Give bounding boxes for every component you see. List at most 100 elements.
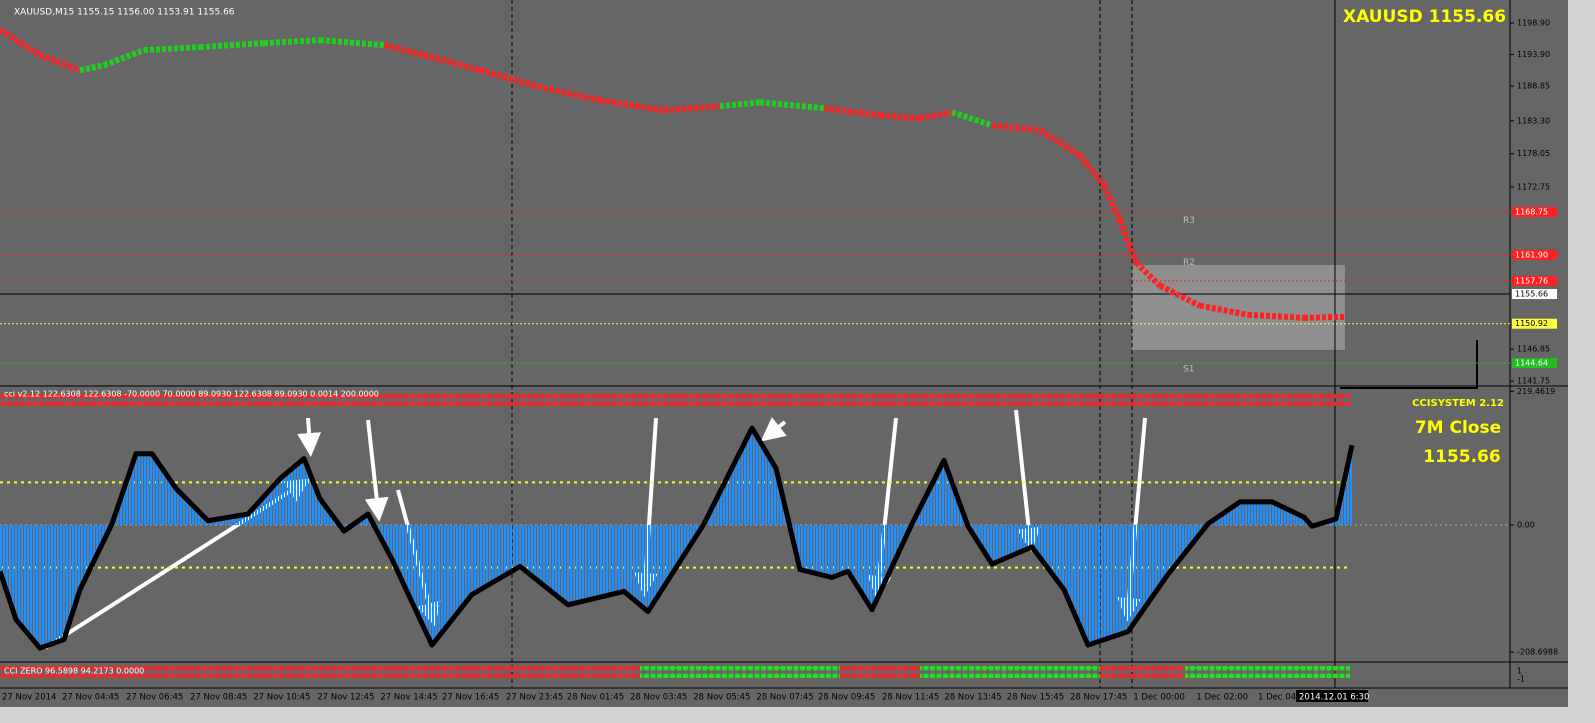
time-label: 27 Nov 06:45 bbox=[126, 693, 183, 703]
price-tick-label: 1183.30 bbox=[1517, 116, 1550, 125]
ma-segment bbox=[0, 27, 42, 58]
margin bbox=[1568, 0, 1595, 719]
ma-segment bbox=[1101, 184, 1123, 222]
zero-dots bbox=[640, 666, 840, 678]
time-label: 1 Dec 04: bbox=[1258, 693, 1299, 703]
time-label: 27 Nov 23:45 bbox=[506, 693, 563, 703]
price-tag bbox=[1512, 206, 1557, 217]
price-tick-label: 1193.90 bbox=[1517, 50, 1550, 59]
ma-segment bbox=[1247, 311, 1305, 321]
price-tag-label: 1161.90 bbox=[1515, 250, 1548, 259]
zero-tick-label: -1 bbox=[1517, 675, 1525, 684]
current-time: 2014.12.01 6:30 bbox=[1299, 693, 1369, 703]
price-tag-label: 1150.92 bbox=[1515, 319, 1548, 328]
price-tag-label: 1155.66 bbox=[1515, 290, 1548, 299]
zero-tick-label: 1 bbox=[1517, 667, 1522, 676]
ma-segment bbox=[1133, 260, 1163, 288]
price-tick-label: 1178.05 bbox=[1517, 149, 1550, 158]
price-tick-label: 1188.85 bbox=[1517, 82, 1550, 91]
frames bbox=[0, 0, 1568, 689]
price-tick-label: 1146.85 bbox=[1517, 345, 1550, 354]
cci-tick-label: 0.00 bbox=[1517, 521, 1535, 530]
price-tick-label: 1141.75 bbox=[1517, 377, 1550, 386]
time-label: 27 Nov 08:45 bbox=[190, 693, 247, 703]
ma-segment bbox=[38, 52, 82, 73]
cci-info: CCISYSTEM 2.12 bbox=[1412, 398, 1504, 409]
pivot-label: R3 bbox=[1183, 216, 1195, 226]
ma-segment bbox=[1038, 127, 1082, 158]
time-label: 27 Nov 14:45 bbox=[380, 693, 437, 703]
zero-dots bbox=[0, 666, 640, 678]
ma-segment bbox=[319, 37, 385, 49]
cci-zero-title: CCI ZERO 96.5898 94.2173 0.0000 bbox=[4, 667, 144, 676]
price-tag-label: 1157.76 bbox=[1515, 276, 1548, 285]
ma-segment bbox=[143, 44, 201, 54]
zero-dots bbox=[1100, 666, 1185, 678]
time-label: 27 Nov 16:45 bbox=[442, 693, 499, 703]
ma-segment bbox=[423, 52, 481, 74]
price-tag-label: 1168.75 bbox=[1515, 207, 1548, 216]
ma-segment bbox=[383, 42, 425, 59]
ma-segment bbox=[1303, 313, 1345, 321]
price-tag-label: 1144.64 bbox=[1515, 359, 1548, 368]
price-tag bbox=[1512, 358, 1557, 369]
ma-segment bbox=[879, 112, 921, 122]
ma-segment bbox=[1077, 153, 1107, 188]
cci-tick-label: -208.6988 bbox=[1517, 648, 1558, 657]
cci-line bbox=[0, 425, 1355, 651]
ma-segment bbox=[991, 122, 1041, 134]
time-label: 28 Nov 13:45 bbox=[944, 693, 1001, 703]
time-label: 28 Nov 03:45 bbox=[630, 693, 687, 703]
price-tag bbox=[1512, 275, 1557, 286]
zero-dots bbox=[920, 666, 1100, 678]
time-label: 27 Nov 2014 bbox=[2, 693, 56, 703]
time-label: 28 Nov 01:45 bbox=[567, 693, 624, 703]
ma-segment bbox=[823, 105, 881, 119]
signal-dots bbox=[0, 394, 1350, 406]
ma-segment bbox=[951, 109, 993, 129]
current-time-box bbox=[1296, 690, 1368, 702]
ma-segment bbox=[263, 37, 321, 47]
ma-segment bbox=[79, 62, 105, 74]
pivot-box bbox=[1132, 265, 1345, 350]
zero-dots bbox=[1185, 666, 1350, 678]
price-tick-label: 1172.75 bbox=[1517, 182, 1550, 191]
price-tick-label: 1198.90 bbox=[1517, 19, 1550, 28]
ma-segment bbox=[919, 109, 953, 122]
time-label: 1 Dec 02:00 bbox=[1196, 693, 1248, 703]
ma-segment bbox=[543, 85, 601, 104]
quote: XAUUSD 1155.66 bbox=[1343, 7, 1506, 27]
price-tag bbox=[1512, 289, 1557, 300]
time-label: 28 Nov 11:45 bbox=[882, 693, 939, 703]
time-label: 28 Nov 07:45 bbox=[756, 693, 813, 703]
cci-info: 1155.66 bbox=[1423, 447, 1500, 467]
ma-segment bbox=[479, 67, 545, 92]
symbol-info: XAUUSD,M15 1155.15 1156.00 1153.91 1155.… bbox=[14, 8, 235, 18]
ma-segment bbox=[102, 47, 146, 68]
price-tag bbox=[1512, 318, 1557, 329]
ma-segment bbox=[599, 97, 665, 114]
time-label: 28 Nov 15:45 bbox=[1007, 693, 1064, 703]
time-label: 28 Nov 09:45 bbox=[818, 693, 875, 703]
ma-segment bbox=[1117, 219, 1139, 264]
background bbox=[0, 0, 1568, 707]
cci-tick-label: 219.4619 bbox=[1517, 387, 1555, 396]
time-label: 27 Nov 10:45 bbox=[253, 693, 310, 703]
ma-segment bbox=[759, 99, 825, 112]
cci-title: cci v2.12 122.6308 122.6308 -70.0000 70.… bbox=[4, 390, 379, 399]
ma-segment bbox=[199, 40, 265, 51]
time-label: 28 Nov 17:45 bbox=[1070, 693, 1127, 703]
pivot-label: S1 bbox=[1183, 364, 1194, 374]
cci-histogram bbox=[0, 428, 1352, 649]
time-label: 1 Dec 00:00 bbox=[1133, 693, 1185, 703]
cci-info: 7M Close bbox=[1415, 418, 1501, 438]
ma-segment bbox=[1158, 283, 1202, 309]
time-label: 27 Nov 04:45 bbox=[62, 693, 119, 703]
price-tag bbox=[1512, 249, 1557, 260]
time-label: 28 Nov 05:45 bbox=[693, 693, 750, 703]
time-label: 27 Nov 12:45 bbox=[317, 693, 374, 703]
ma-segment bbox=[719, 99, 761, 110]
ma-segment bbox=[663, 103, 721, 114]
